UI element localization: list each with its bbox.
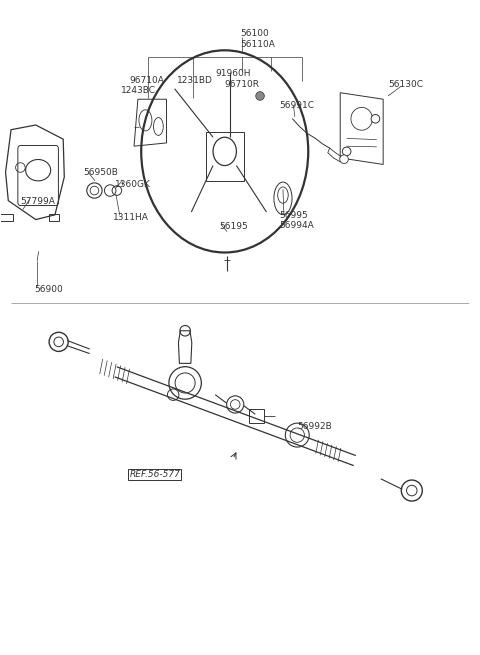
- Text: 56992B: 56992B: [297, 422, 332, 431]
- Bar: [0, 214, 13, 221]
- Text: 56110A: 56110A: [240, 40, 275, 49]
- Text: 56195: 56195: [219, 222, 248, 231]
- Text: 1243BC: 1243BC: [120, 86, 156, 95]
- Text: 56991C: 56991C: [279, 102, 314, 110]
- Text: 91960H: 91960H: [215, 69, 251, 79]
- Text: 1311HA: 1311HA: [113, 214, 149, 223]
- Bar: [49, 214, 59, 221]
- Text: 56100: 56100: [240, 29, 269, 39]
- Bar: [249, 409, 264, 423]
- Text: 1231BD: 1231BD: [177, 77, 213, 85]
- Ellipse shape: [340, 155, 348, 164]
- Text: 96710R: 96710R: [225, 81, 260, 89]
- Text: 56900: 56900: [34, 285, 62, 294]
- Ellipse shape: [371, 115, 380, 123]
- Ellipse shape: [342, 147, 351, 156]
- Text: 56995: 56995: [279, 211, 308, 220]
- Ellipse shape: [256, 92, 264, 100]
- Text: 96710A: 96710A: [129, 77, 164, 85]
- Text: 56994A: 56994A: [279, 221, 314, 230]
- Bar: [205, 132, 244, 181]
- Text: REF.56-577: REF.56-577: [129, 470, 180, 479]
- Text: 1360GK: 1360GK: [115, 179, 151, 189]
- Text: 56130C: 56130C: [388, 81, 423, 89]
- Text: 57799A: 57799A: [21, 197, 55, 206]
- Text: 56950B: 56950B: [84, 168, 119, 178]
